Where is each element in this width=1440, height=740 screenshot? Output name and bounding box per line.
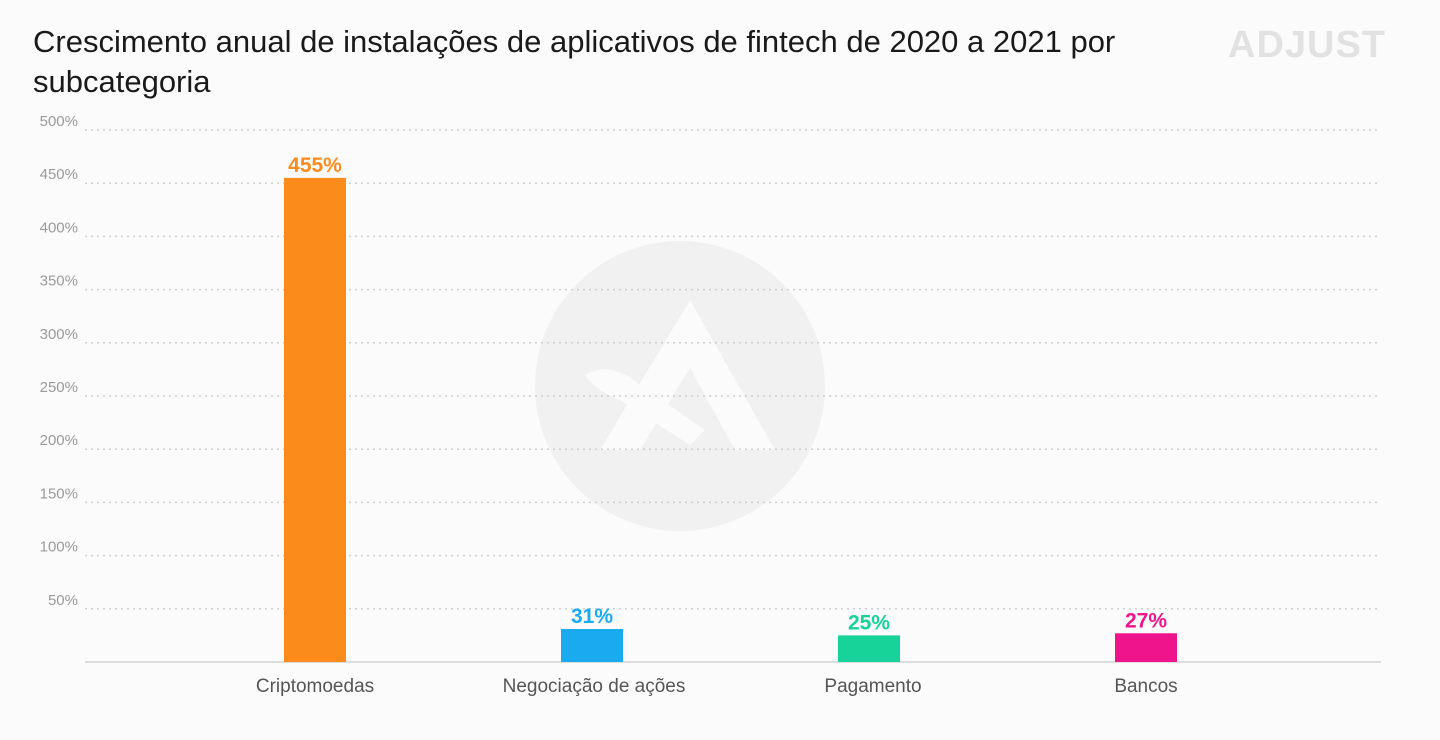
- y-tick-label: 400%: [40, 219, 78, 236]
- x-tick-label: Pagamento: [824, 676, 921, 697]
- data-labels: 455% 31% 25% 27%: [288, 154, 1167, 635]
- y-tick-label: 500%: [40, 113, 78, 130]
- y-tick-label: 150%: [40, 485, 78, 502]
- bar: [284, 177, 346, 662]
- watermark-logo-icon: [535, 241, 825, 531]
- y-tick-label: 50%: [48, 592, 78, 609]
- adjust-logo: ADJUST: [1228, 24, 1387, 66]
- x-axis: Criptomoedas Negociação de ações Pagamento…: [256, 676, 1178, 697]
- chart-title: Crescimento anual de instalações de apli…: [33, 24, 1116, 99]
- bar: [838, 635, 900, 662]
- data-label: 455%: [288, 154, 342, 177]
- y-tick-label: 450%: [40, 166, 78, 183]
- x-tick-label: Bancos: [1114, 676, 1177, 697]
- x-tick-label: Negociação de ações: [503, 676, 686, 697]
- y-tick-label: 350%: [40, 273, 78, 290]
- bars: [284, 177, 1177, 662]
- y-axis: 50% 100% 150% 200% 250% 300% 350% 400% 450% 500%: [40, 113, 78, 609]
- y-tick-label: 200%: [40, 432, 78, 449]
- y-tick-label: 250%: [40, 379, 78, 396]
- bar: [1115, 633, 1177, 662]
- data-label: 27%: [1125, 609, 1167, 632]
- data-label: 31%: [571, 605, 613, 628]
- data-label: 25%: [848, 611, 890, 634]
- y-tick-label: 100%: [40, 539, 78, 556]
- y-tick-label: 300%: [40, 326, 78, 343]
- bar: [561, 629, 623, 662]
- x-tick-label: Criptomoedas: [256, 676, 374, 697]
